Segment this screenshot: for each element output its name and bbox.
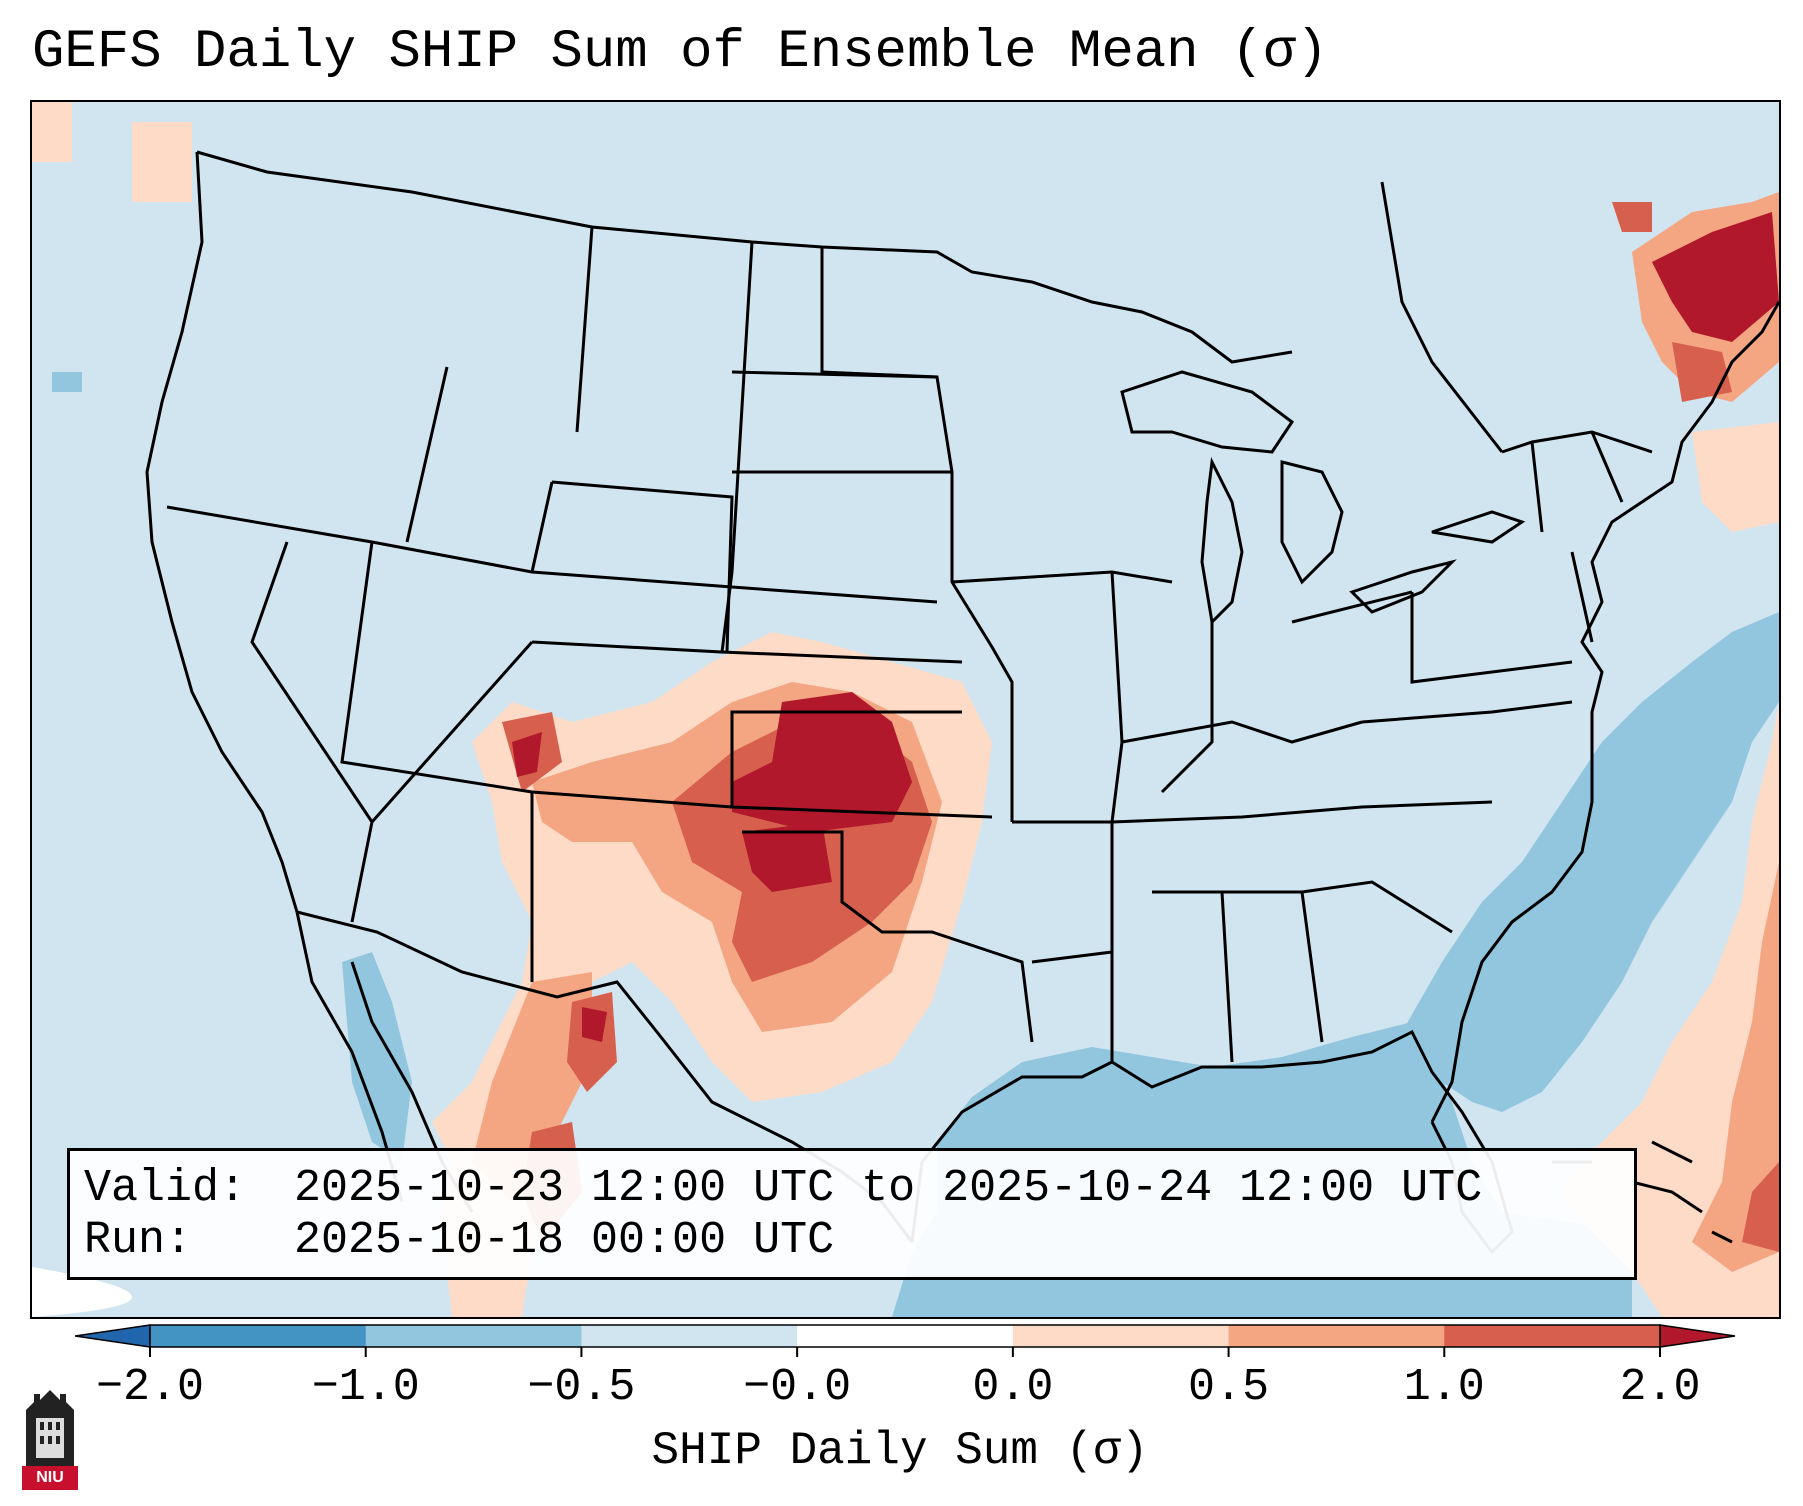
colorbar-bin <box>150 1325 367 1347</box>
colorbar-tick-label: −1.0 <box>311 1362 420 1413</box>
colorbar-tick-label: −0.0 <box>743 1362 852 1413</box>
logo-text: NIU <box>22 1466 78 1490</box>
colorbar-tick-label: −2.0 <box>95 1362 205 1413</box>
colorbar-under-triangle <box>74 1324 151 1348</box>
colorbar-tick-label: 0.5 <box>1188 1362 1270 1413</box>
colorbar-bin <box>1012 1325 1230 1347</box>
chart-title: GEFS Daily SHIP Sum of Ensemble Mean (σ) <box>32 22 1329 83</box>
colorbar-bin <box>1228 1325 1445 1347</box>
niu-logo: NIU <box>22 1390 78 1490</box>
run-value: 2025-10-18 00:00 UTC <box>294 1215 835 1266</box>
map-canvas <box>32 102 1779 1317</box>
university-building-icon <box>26 1390 74 1466</box>
colorbar-bin <box>1444 1325 1661 1347</box>
colorbar-tick-label: 0.0 <box>972 1362 1054 1413</box>
valid-run-info-box: Valid: 2025-10-23 12:00 UTC to 2025-10-24… <box>67 1148 1637 1280</box>
colorbar-bin <box>581 1325 798 1347</box>
colorbar-tick-label: 2.0 <box>1619 1362 1701 1413</box>
colorbar <box>74 1324 1736 1357</box>
colorbar-tick-label: 1.0 <box>1403 1362 1485 1413</box>
colorbar-tick-label: −0.5 <box>527 1362 636 1413</box>
valid-label: Valid: <box>84 1163 247 1214</box>
colorbar-label: SHIP Daily Sum (σ) <box>651 1425 1149 1477</box>
map-panel <box>30 100 1781 1319</box>
colorbar-frame <box>149 1324 1661 1348</box>
run-label: Run: <box>84 1215 193 1266</box>
colorbar-over-triangle <box>1659 1324 1736 1348</box>
colorbar-bin <box>797 1325 1014 1347</box>
positive-anomaly-field <box>432 632 992 1317</box>
west-specks <box>32 102 192 392</box>
projection-edge <box>32 1267 132 1317</box>
map-borders <box>145 150 1779 1255</box>
valid-value: 2025-10-23 12:00 UTC to 2025-10-24 12:00… <box>294 1163 1483 1214</box>
northeast-anomaly <box>1612 192 1779 532</box>
colorbar-bin <box>365 1325 582 1347</box>
